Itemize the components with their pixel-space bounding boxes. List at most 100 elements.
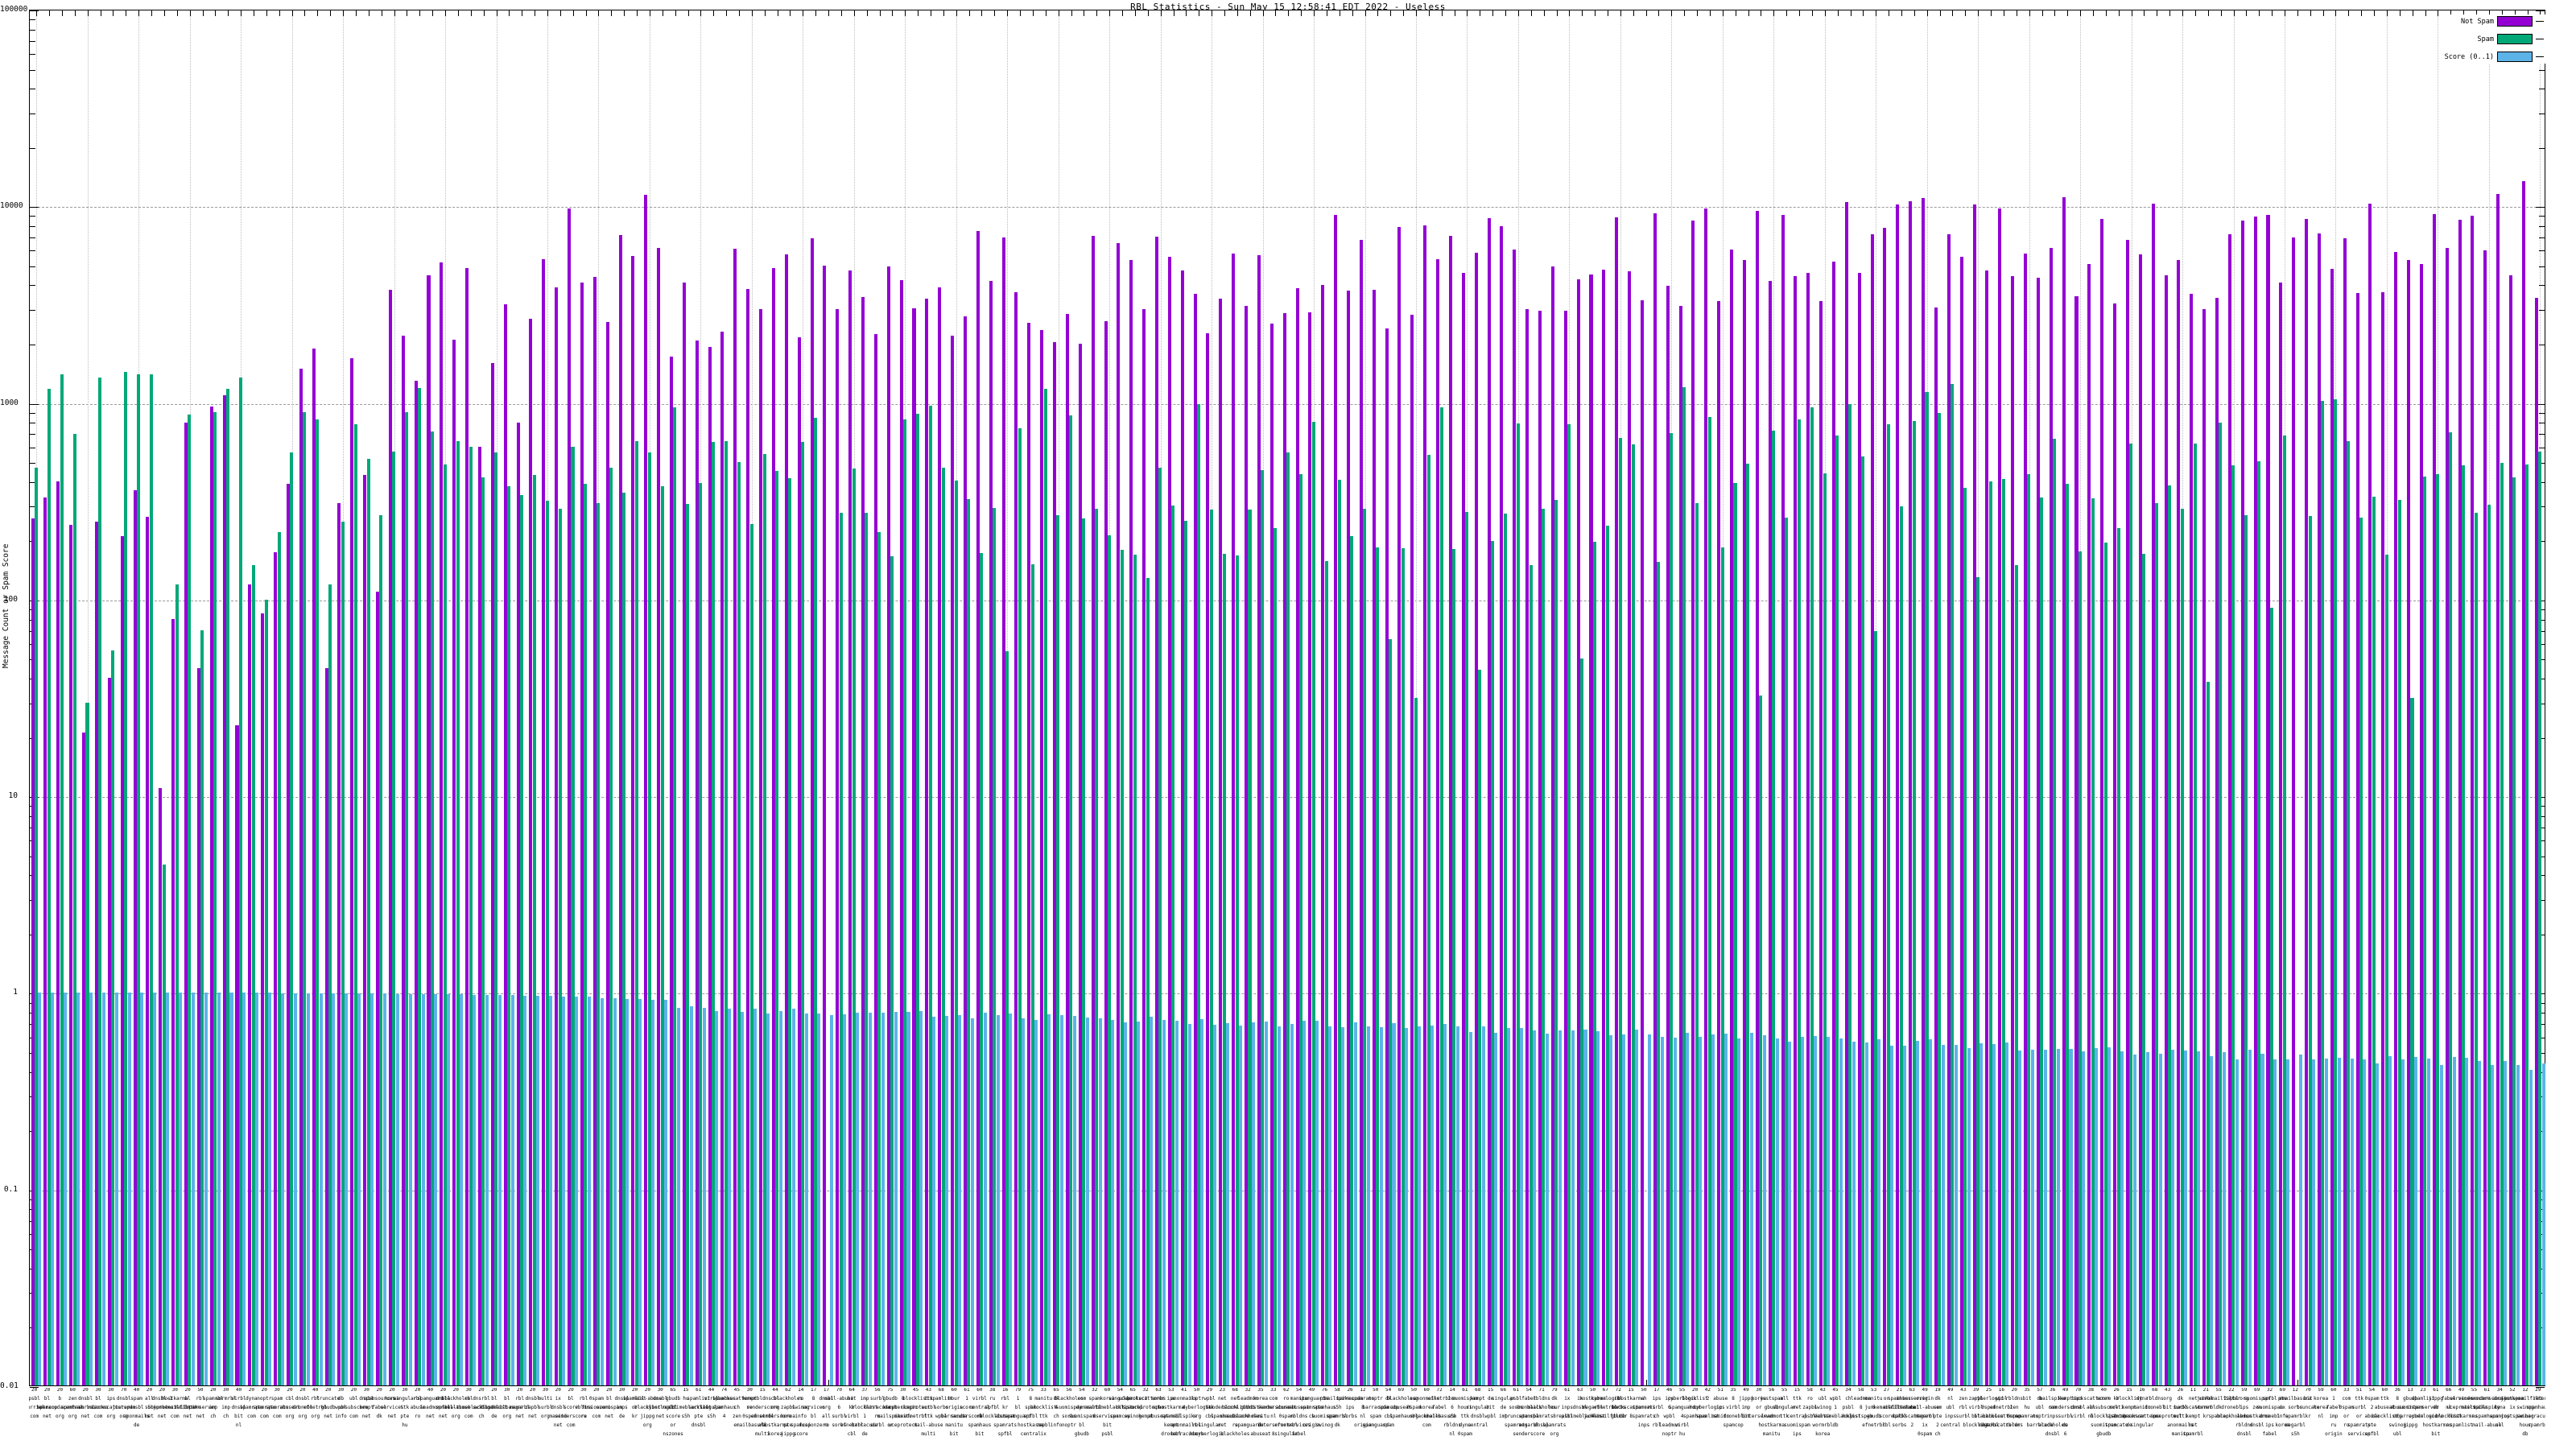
bar-group <box>1448 10 1459 1385</box>
x-axis-tick-label: korea <box>1815 1431 1831 1437</box>
x-axis-tick-label: org <box>1192 1414 1202 1419</box>
x-axis-tick-label: 54 <box>1117 1388 1124 1393</box>
x-axis-tick-label: virbl <box>972 1396 987 1402</box>
y-axis-tick-label: 10 <box>8 791 18 801</box>
bar-not-spam <box>1206 332 1210 1385</box>
x-axis-tick-label: swinog <box>1315 1422 1334 1428</box>
x-axis-tick-label: ro <box>1232 1422 1238 1428</box>
x-axis-tick <box>1249 10 1251 16</box>
x-axis-tick <box>1428 10 1430 16</box>
x-axis-tick-label: sorbs <box>2288 1405 2303 1410</box>
x-axis-tick-label: zapbl <box>1036 1422 1051 1428</box>
x-axis-tick <box>1543 10 1545 16</box>
x-axis-tick <box>1722 10 1724 16</box>
bar-not-spam <box>592 277 597 1385</box>
x-axis-tick-label: ips <box>2240 1405 2249 1410</box>
bar-score <box>421 994 425 1385</box>
bar-not-spam <box>465 267 469 1385</box>
bar-group <box>235 10 246 1385</box>
x-axis-tick-label: 20 <box>210 1388 217 1393</box>
x-axis-tick-label: ru <box>2471 1414 2478 1419</box>
x-axis-tick-label: 36 <box>2394 1388 2401 1393</box>
bar-not-spam <box>1334 215 1338 1385</box>
x-axis-tick-label: barracuda <box>851 1422 878 1428</box>
y-axis-minor-tick <box>2539 609 2545 611</box>
x-axis-tick <box>1824 10 1826 16</box>
bar-group <box>886 10 898 1385</box>
bar-not-spam <box>1870 233 1874 1385</box>
x-axis-tick-label: spamcop <box>1378 1405 1399 1410</box>
x-axis-tick-label: de <box>1500 1405 1507 1410</box>
bar-spam <box>341 521 345 1385</box>
x-axis-tick <box>1403 10 1405 16</box>
x-axis-tick-label: hu <box>402 1422 408 1428</box>
x-axis-tick-label: 56 <box>1066 1388 1072 1393</box>
bar-not-spam <box>1998 208 2002 1385</box>
x-axis-tick-label: barracuda <box>1170 1431 1198 1437</box>
x-axis-tick-label: psbl <box>1101 1431 1113 1437</box>
bar-spam <box>2359 518 2363 1385</box>
bar-spam <box>2053 438 2057 1385</box>
x-axis-tick <box>1224 10 1225 16</box>
bar-spam <box>353 424 357 1385</box>
x-axis-tick-label: korea <box>1100 1396 1115 1402</box>
x-axis-tick-label: barracudacentral <box>36 1405 84 1410</box>
bar-spam <box>1171 505 1175 1385</box>
bar-group <box>746 10 758 1385</box>
x-axis-tick-label: singular <box>393 1396 417 1402</box>
y-axis-minor-tick <box>2539 1209 2545 1211</box>
bar-score <box>89 993 93 1385</box>
x-axis-tick-label: realtimeblacklist <box>661 1405 712 1410</box>
x-axis-tick-label: blocklist <box>1221 1405 1249 1410</box>
bar-not-spam <box>1730 250 1734 1385</box>
bar-group <box>82 10 93 1385</box>
x-axis-tick-label: dnsbl <box>231 1405 246 1410</box>
y-axis-minor-tick <box>30 506 35 508</box>
x-axis-tick-label: hostkarma <box>1617 1396 1645 1402</box>
bar-score <box>830 1014 834 1385</box>
x-axis-tick-label: zen <box>732 1414 741 1419</box>
x-axis-tick-label: 43 <box>1819 1388 1826 1393</box>
x-axis-tick-label: mailspike <box>174 1405 201 1410</box>
x-axis-tick-label: backscatterer <box>92 1405 130 1410</box>
bar-score <box>306 993 310 1385</box>
bar-spam <box>954 481 958 1385</box>
x-axis-tick <box>457 10 459 16</box>
x-axis-tick-label: 30 <box>746 1388 753 1393</box>
x-axis-tick <box>726 10 728 16</box>
bar-not-spam <box>682 282 686 1385</box>
bar-group <box>2253 10 2264 1385</box>
x-axis-tick-label: 41 <box>1181 1388 1187 1393</box>
x-axis-tick-label: net <box>2188 1422 2198 1428</box>
x-axis-tick <box>2194 10 2196 16</box>
x-axis-tick-label: info <box>335 1414 347 1419</box>
x-axis-tick <box>840 10 842 16</box>
bar-not-spam <box>1346 291 1351 1385</box>
x-axis-tick-label: wpbl <box>335 1405 347 1410</box>
bar-spam <box>2347 441 2351 1385</box>
x-axis-tick <box>1556 10 1558 16</box>
x-axis-tick-label: ch <box>478 1414 485 1419</box>
x-axis-tick-label: abuse <box>2236 1414 2252 1419</box>
y-axis-label: Message Count or Spam Score <box>2 543 10 668</box>
bar-score <box>983 1013 987 1385</box>
x-axis-tick-label: com <box>1077 1396 1087 1402</box>
x-axis-tick <box>1837 10 1839 16</box>
x-axis-tick-label: manitu <box>2133 1405 2151 1410</box>
bar-group <box>261 10 272 1385</box>
bar-score <box>945 1015 949 1385</box>
x-axis-tick-label: 20 <box>644 1388 650 1393</box>
bar-not-spam <box>529 318 533 1385</box>
bar-not-spam <box>56 481 60 1385</box>
x-axis-tick-label: 69 <box>2254 1388 2260 1393</box>
x-axis-tick-label: ttk <box>400 1405 410 1410</box>
bar-not-spam <box>1538 310 1542 1385</box>
bar-spam <box>456 441 460 1385</box>
bar-score <box>255 993 259 1385</box>
x-axis-tick-label: nl <box>1947 1396 1954 1402</box>
x-axis-tick <box>815 10 817 16</box>
bar-group <box>2202 10 2214 1385</box>
x-axis-tick-label: inps <box>2046 1414 2059 1419</box>
bar-spam <box>1298 473 1302 1385</box>
bar-group <box>516 10 527 1385</box>
